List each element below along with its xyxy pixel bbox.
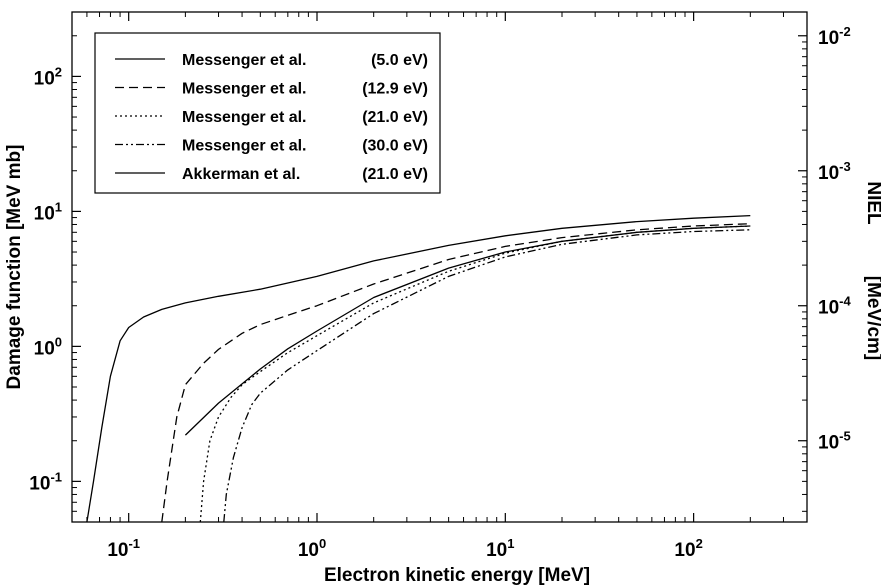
y-tick-label-exponent: 0 <box>55 334 62 349</box>
x-tick-label-base: 10 <box>298 540 319 561</box>
y2-tick-label: 10-2 <box>818 24 851 49</box>
y-tick-label: 101 <box>34 199 62 224</box>
legend-label-5: Akkerman et al. <box>182 166 300 183</box>
legend-label-2: Messenger et al. <box>182 81 307 98</box>
y-tick-label: 10-1 <box>29 469 62 494</box>
x-tick-label: 100 <box>298 536 326 561</box>
x-tick-label: 102 <box>674 536 702 561</box>
legend-box <box>94 32 441 194</box>
series-line-5 <box>184 225 751 436</box>
series-line-1 <box>86 214 751 523</box>
legend-param-5: (21.0 eV) <box>362 166 428 183</box>
y2-tick-label-base: 10 <box>818 28 839 49</box>
y-tick-label: 100 <box>34 334 62 359</box>
legend: Messenger et al. (5.0 eV) Messenger et al.… <box>115 52 428 183</box>
legend-param-1: (5.0 eV) <box>371 52 428 69</box>
y-tick-label-exponent: 2 <box>55 64 62 79</box>
y2-tick-label-exponent: -5 <box>839 429 851 444</box>
y2-tick-label-exponent: -2 <box>839 24 851 39</box>
y-axis-title: Damage function [MeV mb] <box>4 145 25 390</box>
legend-label-3: Messenger et al. <box>182 109 307 126</box>
legend-label-4: Messenger et al. <box>182 138 307 155</box>
plot-frame <box>71 11 808 523</box>
x-tick-label: 10-1 <box>107 536 140 561</box>
series-line-2 <box>161 223 751 523</box>
series-layer <box>86 214 751 523</box>
x-tick-label-exponent: 0 <box>319 536 326 551</box>
axis-ticks <box>72 12 807 522</box>
y2-axis-title-bottom: [MeV/cm] <box>863 276 881 360</box>
y2-tick-label-base: 10 <box>818 298 839 319</box>
legend-param-4: (30.0 eV) <box>362 138 428 155</box>
y2-tick-label: 10-5 <box>818 429 851 454</box>
axis-tick-labels: 10-1 100 101 10210-110010110210-510-410-310… <box>29 24 851 561</box>
x-tick-label-exponent: 1 <box>507 536 514 551</box>
legend-label-1: Messenger et al. <box>182 52 307 69</box>
y2-tick-label-exponent: -4 <box>839 294 851 309</box>
x-tick-label-exponent: 2 <box>696 536 703 551</box>
x-axis-title: Electron kinetic energy [MeV] <box>324 565 590 586</box>
x-tick-label-exponent: -1 <box>128 536 140 551</box>
y2-axis-title-top: NIEL <box>863 181 881 225</box>
y-tick-label-exponent: 1 <box>55 199 62 214</box>
y-tick-label-base: 10 <box>34 203 55 224</box>
legend-param-3: (21.0 eV) <box>362 109 428 126</box>
y-tick-label-base: 10 <box>34 338 55 359</box>
y2-tick-label: 10-3 <box>818 159 851 184</box>
y-tick-label-base: 10 <box>29 473 50 494</box>
x-tick-label-base: 10 <box>107 540 128 561</box>
y2-tick-label-exponent: -3 <box>839 159 851 174</box>
y2-tick-label-base: 10 <box>818 433 839 454</box>
y-tick-label-base: 10 <box>34 68 55 89</box>
y2-tick-label: 10-4 <box>818 294 851 319</box>
x-tick-label-base: 10 <box>674 540 695 561</box>
series-line-3 <box>199 225 751 523</box>
x-tick-label: 101 <box>486 536 514 561</box>
y-tick-label: 102 <box>34 64 62 89</box>
y-tick-label-exponent: -1 <box>50 469 62 484</box>
y2-tick-label-base: 10 <box>818 163 839 184</box>
series-line-4 <box>223 229 751 523</box>
x-tick-label-base: 10 <box>486 540 507 561</box>
legend-param-2: (12.9 eV) <box>362 81 428 98</box>
